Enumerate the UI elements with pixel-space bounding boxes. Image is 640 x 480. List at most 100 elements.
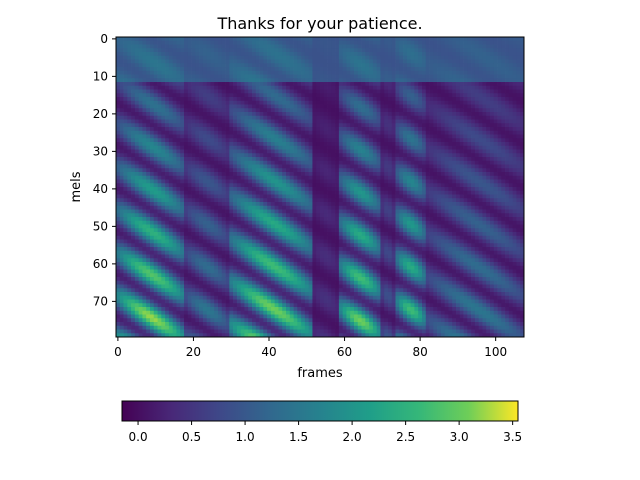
heatmap-cell [146, 153, 151, 158]
heatmap-cell [278, 187, 283, 192]
heatmap-cell [255, 74, 260, 79]
heatmap-cell [168, 142, 174, 147]
heatmap-cell [331, 52, 336, 57]
heatmap-cell [274, 153, 279, 158]
heatmap-cell [274, 119, 279, 124]
heatmap-cell [214, 224, 219, 229]
heatmap-cell [335, 37, 340, 42]
heatmap-cell [146, 112, 151, 117]
heatmap-cell [236, 130, 242, 135]
heatmap-cell [259, 82, 264, 87]
heatmap-cell [184, 258, 189, 263]
heatmap-cell [138, 239, 143, 244]
heatmap-cell [304, 213, 310, 218]
heatmap-cell [244, 142, 249, 147]
heatmap-cell [218, 100, 223, 105]
heatmap-cell [263, 123, 268, 128]
heatmap-cell [255, 85, 260, 90]
heatmap-cell [195, 187, 200, 192]
heatmap-cell [286, 100, 291, 105]
heatmap-cell [304, 164, 310, 169]
heatmap-cell [191, 265, 196, 270]
heatmap-cell [180, 310, 185, 315]
heatmap-cell [202, 179, 208, 184]
heatmap-cell [335, 82, 340, 87]
heatmap-cell [119, 115, 124, 120]
heatmap-cell [150, 108, 155, 113]
heatmap-cell [214, 104, 219, 109]
heatmap-cell [165, 40, 170, 45]
heatmap-cell [134, 284, 140, 289]
heatmap-cell [282, 183, 287, 188]
heatmap-cell [161, 40, 166, 45]
heatmap-cell [304, 108, 310, 113]
heatmap-cell [210, 183, 215, 188]
heatmap-cell [327, 40, 332, 45]
heatmap-cell [168, 145, 174, 150]
heatmap-cell [267, 48, 272, 53]
heatmap-cell [323, 85, 328, 90]
heatmap-cell [172, 115, 177, 120]
heatmap-cell [119, 239, 124, 244]
heatmap-cell [282, 273, 287, 278]
heatmap-cell [172, 288, 177, 293]
heatmap-cell [267, 55, 272, 60]
heatmap-cell [180, 295, 185, 300]
heatmap-cell [153, 239, 158, 244]
heatmap-cell [195, 314, 200, 319]
heatmap-cell [320, 93, 325, 98]
heatmap-cell [191, 82, 196, 87]
heatmap-cell [153, 265, 158, 270]
heatmap-cell [312, 295, 317, 300]
heatmap-cell [221, 198, 226, 203]
heatmap-cell [316, 40, 321, 45]
heatmap-cell [289, 303, 294, 308]
heatmap-cell [308, 314, 313, 319]
heatmap-cell [187, 104, 192, 109]
heatmap-cell [134, 89, 140, 94]
heatmap-cell [123, 265, 128, 270]
heatmap-cell [308, 273, 313, 278]
heatmap-cell [153, 123, 158, 128]
heatmap-cell [331, 48, 336, 53]
heatmap-cell [191, 108, 196, 113]
heatmap-cell [161, 307, 166, 312]
heatmap-cell [252, 37, 257, 42]
heatmap-cell [308, 232, 313, 237]
heatmap-cell [282, 153, 287, 158]
heatmap-cell [323, 265, 328, 270]
heatmap-cell [199, 202, 204, 207]
heatmap-cell [195, 329, 200, 334]
heatmap-cell [323, 108, 328, 113]
heatmap-cell [123, 44, 128, 49]
heatmap-cell [289, 108, 294, 113]
heatmap-cell [165, 134, 170, 139]
heatmap-cell [335, 115, 340, 120]
heatmap-cell [214, 288, 219, 293]
heatmap-cell [180, 59, 185, 64]
heatmap-cell [350, 85, 355, 90]
heatmap-cell [214, 292, 219, 297]
heatmap-cell [214, 153, 219, 158]
heatmap-cell [161, 187, 166, 192]
heatmap-cell [180, 269, 185, 274]
heatmap-cell [327, 138, 332, 143]
heatmap-cell [150, 295, 155, 300]
heatmap-cell [225, 310, 230, 315]
heatmap-cell [157, 250, 162, 255]
heatmap-cell [195, 265, 200, 270]
heatmap-cell [161, 288, 166, 293]
heatmap-cell [274, 262, 279, 267]
heatmap-cell [180, 37, 185, 42]
heatmap-cell [335, 247, 340, 252]
heatmap-cell [172, 194, 177, 199]
heatmap-cell [255, 37, 260, 42]
heatmap-cell [270, 108, 276, 113]
heatmap-cell [176, 194, 181, 199]
heatmap-cell [127, 104, 132, 109]
heatmap-cell [153, 82, 158, 87]
heatmap-cell [327, 235, 332, 240]
heatmap-cell [338, 243, 344, 248]
heatmap-cell [236, 183, 242, 188]
heatmap-cell [165, 123, 170, 128]
